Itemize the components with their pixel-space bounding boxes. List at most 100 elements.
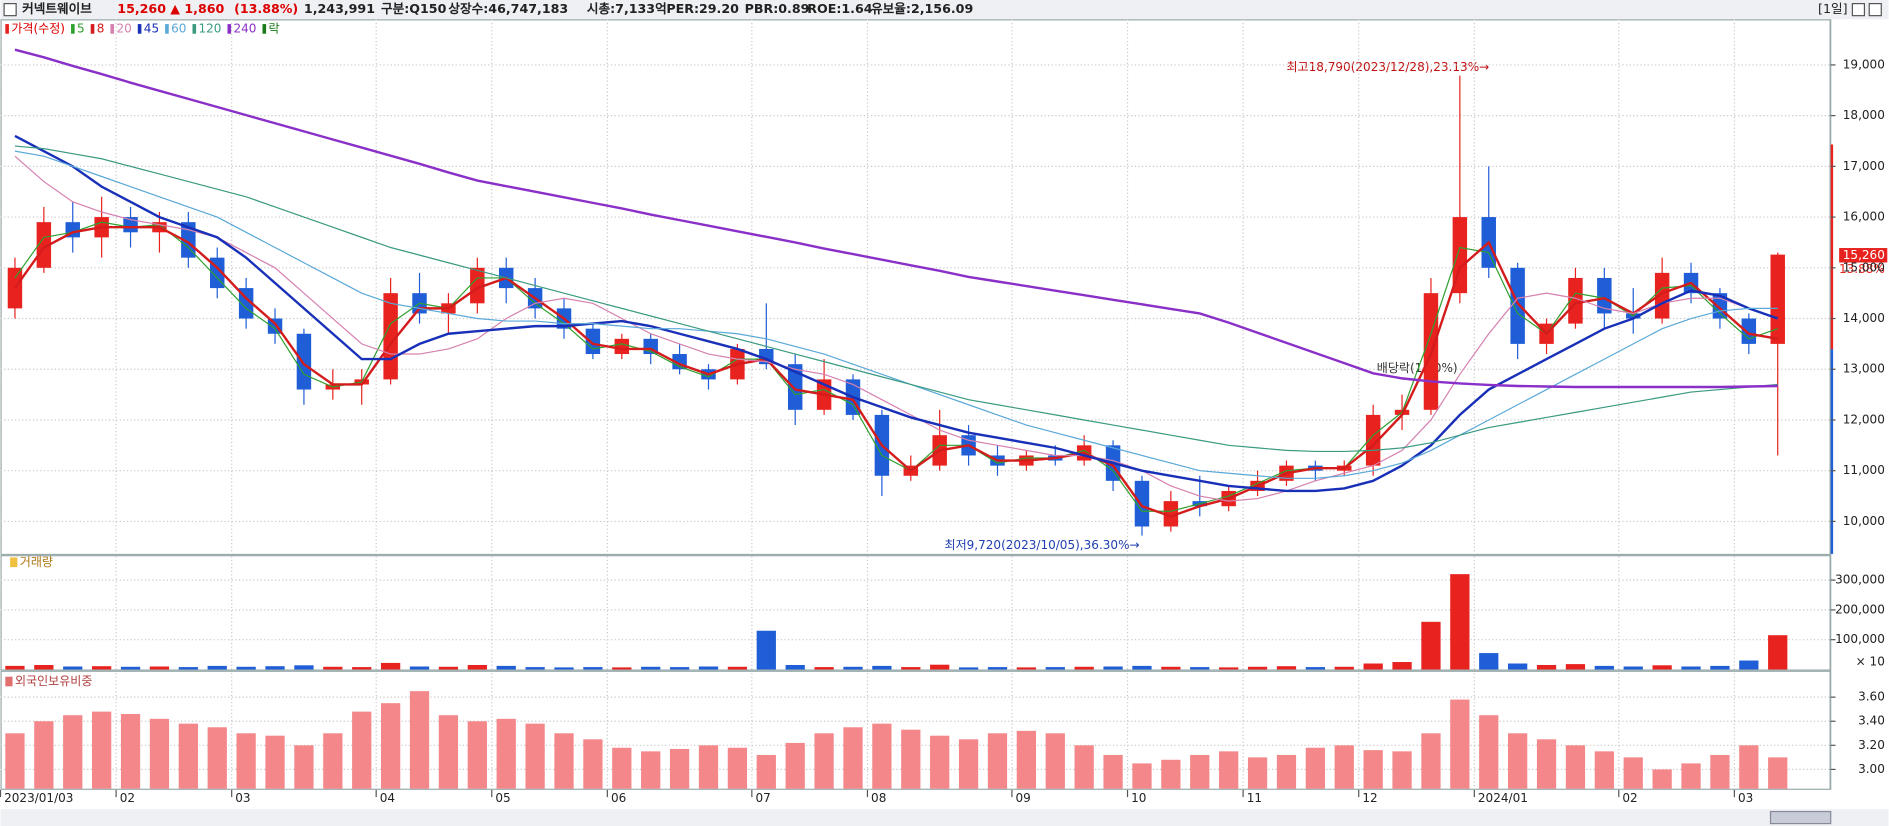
bar [380,662,401,670]
bar [92,711,112,789]
panel-frames [0,19,1832,790]
bar [727,747,748,789]
bar [641,751,661,789]
bar [872,723,892,789]
bar [149,718,170,789]
bar [5,665,25,670]
bar [1045,733,1065,789]
bar [1334,745,1354,789]
volume: 1,243,991 [304,1,375,16]
legend-label: 120 [199,21,222,35]
bar [467,721,487,789]
close[interactable] [1868,3,1882,17]
bar [1768,757,1788,789]
bar [698,666,719,670]
bar [1132,665,1152,670]
ma-line [14,150,1778,479]
y-tick-label: 13,000 [1843,362,1885,376]
minimize[interactable] [1851,3,1866,17]
bar [63,715,83,789]
y-tick-label: 100,000 [1835,632,1885,646]
bar [236,733,256,789]
period[interactable]: [1일] [1818,1,1848,16]
bar [120,666,141,670]
bar [1247,666,1268,670]
bar [265,735,285,789]
change: ▲ 1,860 [170,1,224,16]
legend-label: 8 [97,21,105,35]
bar [1710,665,1730,670]
bar [438,666,459,670]
bar [872,665,892,670]
bar [1710,754,1730,789]
legend-label: 240 [234,21,257,35]
bar [352,667,372,670]
high-annotation: 최고18,790(2023/12/28),23.13%→ [1286,60,1489,74]
bar [1623,666,1643,670]
bar [1363,663,1383,670]
bar [1594,751,1614,789]
scrollbar[interactable] [0,809,1889,826]
y-tick-label: 10,000 [1843,514,1885,528]
bar [1565,664,1586,670]
bar [1103,666,1123,670]
bar [236,666,256,670]
legend-label: 가격(수정) [11,21,65,35]
bar [554,733,574,789]
bar [1594,665,1614,670]
y-tick-label: 18,000 [1843,108,1885,122]
last-pct: 13.88% [1839,262,1885,276]
bar [496,718,516,789]
checkbox[interactable] [3,3,17,17]
bar [1247,757,1268,789]
candle-body [1163,501,1179,527]
bar [1016,667,1037,670]
bar [901,667,921,670]
bar [294,665,314,670]
bar [1479,715,1499,789]
bar [1536,665,1557,670]
ma-line [14,145,1778,453]
change-pct: (13.88%) [234,1,298,16]
legend-label: 20 [116,21,131,35]
bar [669,667,690,670]
bar [756,630,776,670]
bar [120,714,141,789]
scroll-thumb[interactable] [1769,810,1832,825]
bar [1652,769,1672,789]
bar [785,742,805,789]
legend-swatch [262,24,267,34]
legend-swatch [110,24,115,34]
x-tick-label: 03 [235,791,250,805]
panel-title: 거래량 [20,555,53,569]
marks: 2023/01/03 02 03 04 05 06 07 08 09 10 11 12 2024/01 0… [0,19,1885,805]
bar [409,666,430,670]
bar [1103,754,1123,789]
legend-label: 락 [269,21,280,35]
bar [380,703,401,789]
bar [1450,699,1470,789]
bar [525,723,545,789]
bar [930,664,950,670]
candle-body [1654,272,1670,319]
candle-body [36,222,52,268]
bar [265,666,285,670]
bar [814,667,834,670]
bar [178,667,198,670]
legend-label: 60 [171,21,186,35]
x-tick-label: 2023/01/03 [4,791,73,805]
bar [1074,666,1094,670]
bar [1739,745,1759,789]
bar [1681,666,1701,670]
legend-swatch [227,24,232,34]
bar [1739,660,1759,670]
candle-body [470,267,485,304]
bar [1190,667,1210,670]
bar [1219,667,1239,670]
legend-label: 5 [77,21,85,35]
bar [1479,653,1499,670]
x-tick-label: 07 [755,791,770,805]
bar [583,739,603,789]
bar [554,667,574,670]
bar [1276,666,1297,670]
